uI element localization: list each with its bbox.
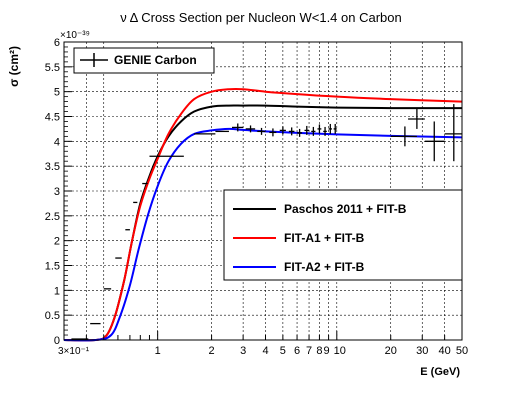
y-tick-label: 0.5 [45, 310, 60, 322]
genie-point [304, 125, 310, 135]
y-tick-label: 2 [54, 236, 60, 248]
curve-1 [63, 87, 463, 342]
legend-label-1: FIT-A1 + FIT-B [284, 231, 365, 245]
y-tick-label: 4.5 [45, 112, 60, 124]
legend-genie-symbol [80, 53, 108, 67]
x-tick-label: 50 [456, 345, 468, 357]
x-tick-label: 30 [416, 345, 428, 357]
y-tick-label: 1 [54, 285, 60, 297]
legend-genie-label: GENIE Carbon [114, 53, 197, 67]
legend-label-2: FIT-A2 + FIT-B [284, 260, 365, 274]
genie-point [279, 126, 286, 135]
genie-point [311, 126, 316, 136]
x-tick-label: 40 [439, 345, 451, 357]
x-tick-label: 4 [262, 345, 268, 357]
x-tick-label: 5 [280, 345, 286, 357]
genie-point [245, 125, 256, 133]
genie-point [333, 123, 337, 134]
x-tick-label: 9 [324, 345, 330, 357]
genie-point [408, 109, 425, 129]
legend-models-box [223, 189, 463, 281]
genie-point [269, 128, 277, 137]
genie-point [444, 104, 462, 162]
x-tick-label: 3 [240, 345, 246, 357]
y-axis-title: σ (cm²) [7, 46, 21, 87]
x-tick-label: 7 [306, 345, 312, 357]
genie-point [390, 126, 417, 147]
genie-point [424, 121, 445, 162]
y-tick-label: 5.5 [45, 62, 60, 74]
x-tick-label: 10 [334, 345, 346, 357]
y-tick-label: 6 [54, 37, 60, 49]
genie-point [317, 124, 322, 134]
x-tick-label: 20 [385, 345, 397, 357]
chart-title: ν Δ Cross Section per Nucleon W<1.4 on C… [120, 10, 401, 25]
x-tick-label: 6 [294, 345, 300, 357]
genie-point [323, 126, 327, 136]
genie-point [231, 123, 244, 132]
y-tick-label: 2.5 [45, 211, 60, 223]
y-tick-label: 3.5 [45, 161, 60, 173]
y-tick-label: 0 [54, 335, 60, 347]
y-tick-label: 1.5 [45, 261, 60, 273]
genie-point [288, 127, 295, 136]
y-axis-exponent-label: ×10⁻³⁹ [60, 30, 90, 41]
legend-genie-box [73, 47, 215, 74]
genie-points [71, 104, 462, 340]
x-tick-label: 8 [316, 345, 322, 357]
legends: GENIE Carbon Paschos 2011 + FIT-B FIT-A1 +… [73, 47, 463, 281]
legend-label-0: Paschos 2011 + FIT-B [284, 202, 407, 216]
x-axis-title: E (GeV) [420, 366, 460, 378]
y-tick-label: 3 [54, 186, 60, 198]
y-tick-label: 4 [54, 136, 60, 148]
axes: 00.511.522.533.544.555.563×10⁻¹ 1 2 3 4 5 6 7 8 9… [45, 37, 468, 357]
genie-point [297, 128, 303, 137]
genie-point [257, 127, 266, 135]
x-tick-label: 1 [155, 345, 161, 357]
x-tick-label: 2 [209, 345, 215, 357]
genie-point [328, 123, 332, 134]
y-tick-label: 5 [54, 87, 60, 99]
x-tick-label: 3×10⁻¹ [58, 346, 90, 357]
